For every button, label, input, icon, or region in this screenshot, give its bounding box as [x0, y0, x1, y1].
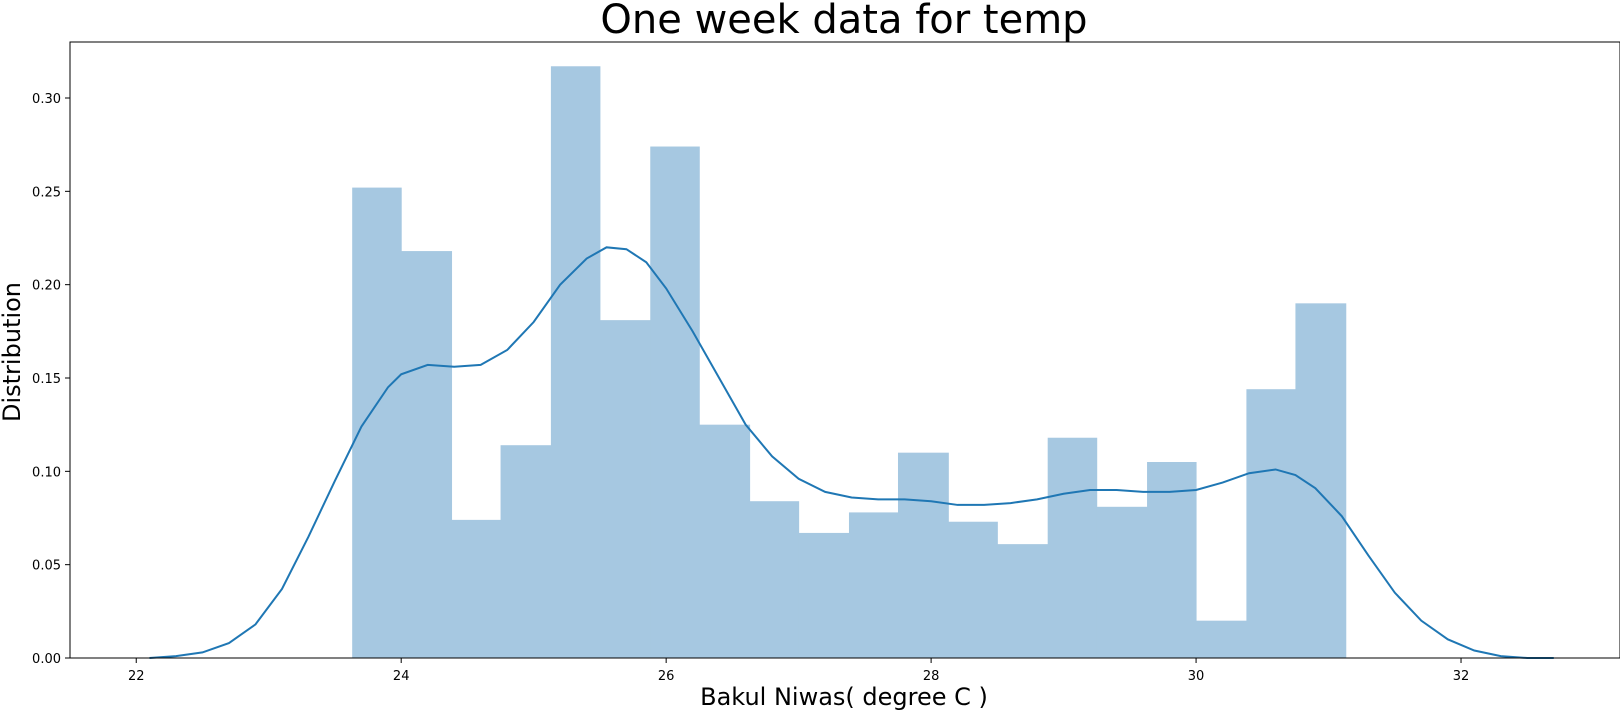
histogram-bar	[401, 251, 453, 658]
histogram-bar	[1246, 389, 1296, 658]
histogram-bar	[897, 452, 949, 658]
x-tick-label: 24	[393, 669, 410, 684]
y-tick-label: 0.10	[32, 465, 61, 480]
histogram-bar	[550, 66, 601, 658]
x-tick-label: 26	[658, 669, 675, 684]
y-axis-label: Distribution	[0, 282, 26, 422]
histogram-bar	[352, 187, 402, 658]
y-tick-label: 0.15	[32, 372, 61, 387]
histogram-bar	[798, 532, 850, 658]
x-tick-label: 28	[923, 669, 940, 684]
x-tick-label: 22	[128, 669, 145, 684]
histogram-bar	[1047, 437, 1098, 658]
x-tick-label: 30	[1188, 669, 1205, 684]
x-tick-label: 32	[1453, 669, 1470, 684]
plot-frame	[69, 41, 1620, 659]
y-tick-label: 0.05	[32, 559, 61, 574]
histogram-bar	[650, 146, 700, 658]
histogram-bar	[1147, 462, 1197, 658]
y-tick-label: 0.00	[32, 652, 61, 667]
chart-title: One week data for temp	[600, 0, 1087, 43]
histogram-bar	[948, 521, 998, 658]
y-tick-label: 0.25	[32, 185, 61, 200]
x-axis-label: Bakul Niwas( degree C )	[700, 683, 988, 711]
y-tick-label: 0.30	[32, 92, 61, 107]
histogram-bar	[500, 445, 552, 658]
histogram-bar	[1096, 506, 1148, 658]
y-tick-label: 0.20	[32, 279, 61, 294]
histogram-bar	[997, 544, 1049, 658]
kde-line	[149, 246, 1554, 659]
y-axis-ticks: 0.00 0.05 0.10 0.15 0.20 0.25 0.30	[32, 92, 70, 667]
histogram-bar	[1196, 620, 1247, 658]
histogram-bar	[749, 501, 800, 658]
x-axis-ticks: 22 24 26 28 30 32	[128, 658, 1469, 684]
histogram-bar	[451, 519, 502, 658]
histogram-bars	[352, 66, 1347, 658]
histogram-bar	[599, 320, 651, 658]
histogram-bar	[699, 424, 751, 658]
histogram-bar	[848, 512, 899, 658]
